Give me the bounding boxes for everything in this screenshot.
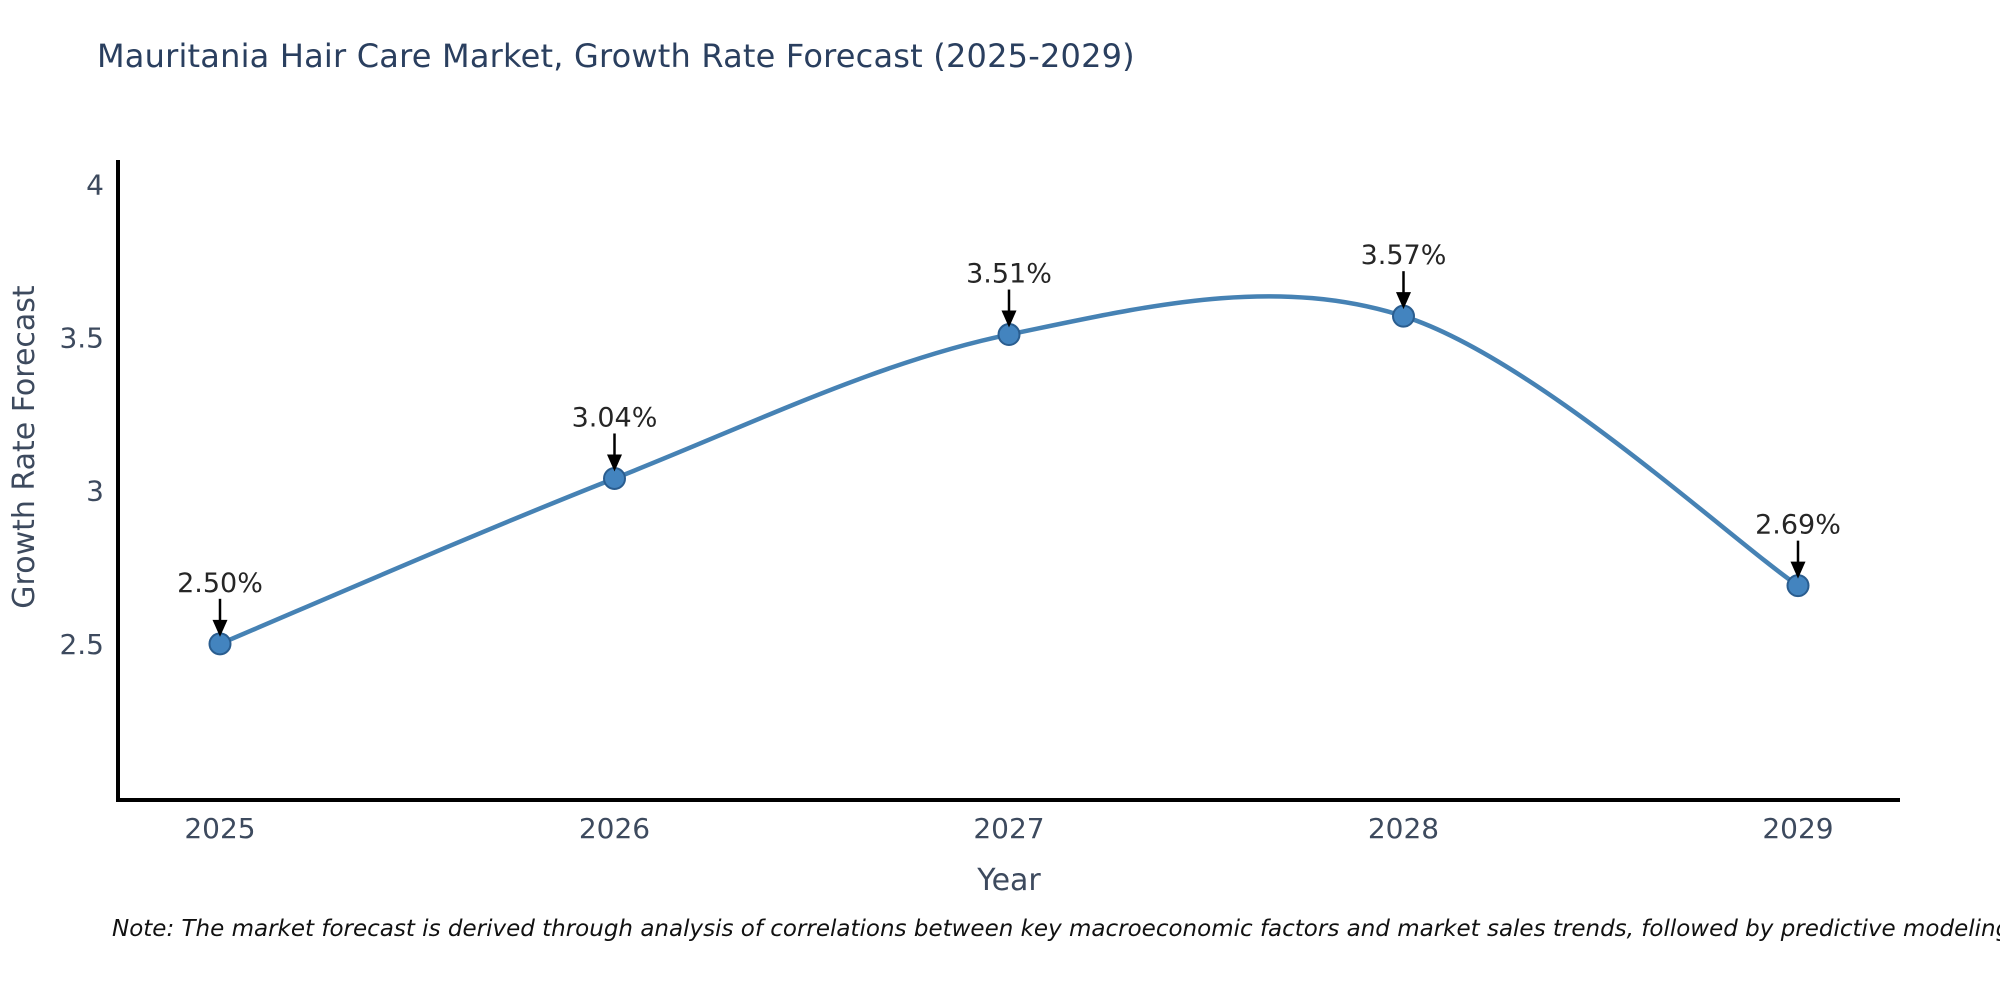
data-point-markers (208, 304, 1810, 656)
forecast-line-group (217, 294, 1801, 647)
point-annotation: 3.57% (1361, 240, 1447, 310)
y-tick-label: 2.5 (59, 628, 104, 661)
axis-spines (116, 160, 1900, 802)
point-annotation: 2.50% (177, 568, 263, 637)
y-tick-label: 3.5 (59, 322, 104, 355)
point-annotation: 2.69% (1755, 510, 1841, 579)
y-axis-title: Growth Rate Forecast (7, 285, 42, 609)
data-label: 2.69% (1755, 510, 1841, 541)
data-label: 3.04% (572, 402, 658, 433)
point-annotation: 3.04% (572, 402, 658, 472)
x-tick-label: 2026 (579, 812, 650, 845)
x-tick-label: 2028 (1368, 812, 1439, 845)
x-tick-label: 2029 (1762, 812, 1833, 845)
data-label: 2.50% (177, 568, 263, 599)
axis-spine (116, 160, 1900, 802)
data-label: 3.57% (1361, 240, 1447, 271)
annotation-arrow-head (1790, 561, 1806, 579)
data-label-annotations: 2.50% 3.04% 3.51% 3.57% 2.69% (177, 240, 1841, 637)
annotation-arrow-head (1396, 292, 1411, 310)
annotation-arrow-head (1001, 310, 1017, 328)
y-tick-label: 4 (86, 168, 104, 201)
y-axis-ticks: 2.5 3 3.5 4 (59, 168, 104, 660)
point-annotation: 3.51% (966, 259, 1052, 328)
y-tick-label: 3 (86, 475, 104, 508)
annotation-arrow-head (212, 619, 228, 637)
annotation-arrow-head (607, 454, 622, 472)
x-axis-ticks: 2025 2026 2027 2028 2029 (184, 812, 1833, 845)
x-tick-label: 2025 (184, 812, 255, 845)
x-axis-title: Year (976, 863, 1041, 898)
data-label: 3.51% (966, 259, 1052, 290)
footnote: Note: The market forecast is derived thr… (112, 916, 2000, 942)
x-tick-label: 2027 (973, 812, 1044, 845)
chart-title: Mauritania Hair Care Market, Growth Rate… (97, 37, 1135, 75)
forecast-line (217, 294, 1801, 647)
